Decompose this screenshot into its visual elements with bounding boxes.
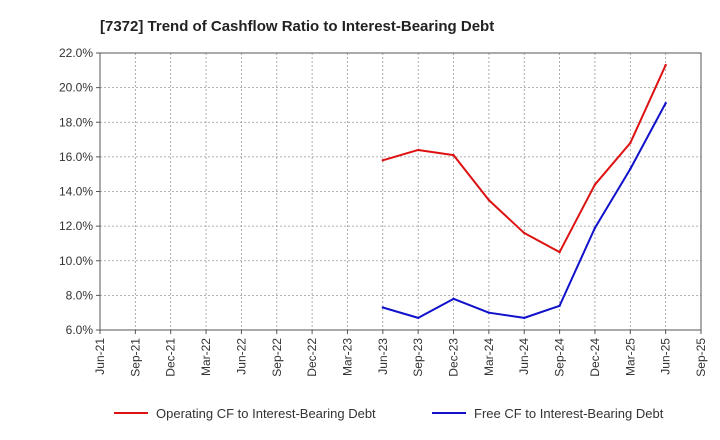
data-point [523, 231, 526, 235]
series-lines [381, 63, 667, 320]
x-tick-label: Mar-22 [199, 338, 213, 376]
x-tick-label: Sep-25 [694, 338, 708, 377]
y-axis-ticks: 6.0% 8.0% 10.0% 12.0% 14.0% 16.0% 18.0% 20.0% 22… [59, 46, 100, 337]
x-tick-label: Jun-21 [93, 338, 107, 375]
x-tick-label: Dec-21 [164, 338, 178, 377]
y-tick-label: 14.0% [59, 185, 93, 199]
data-point [381, 306, 385, 309]
data-point [452, 297, 455, 301]
y-tick-label: 16.0% [59, 150, 93, 164]
data-point [487, 311, 491, 314]
gridlines [100, 53, 701, 330]
y-tick-label: 12.0% [59, 219, 93, 233]
x-tick-label: Sep-22 [270, 338, 284, 377]
y-tick-label: 22.0% [59, 46, 93, 60]
y-tick-label: 20.0% [59, 81, 93, 95]
x-tick-label: Jun-25 [659, 338, 673, 375]
data-point [558, 304, 561, 307]
data-point [381, 159, 385, 162]
chart-title: [7372] Trend of Cashflow Ratio to Intere… [100, 18, 494, 35]
x-tick-label: Sep-24 [553, 338, 567, 377]
data-point [416, 316, 420, 320]
y-tick-label: 10.0% [59, 254, 93, 268]
data-point [523, 316, 526, 320]
x-axis-ticks: Jun-21 Sep-21 Dec-21 Mar-22 Jun-22 Sep-22 Dec-… [93, 330, 708, 377]
x-tick-label: Jun-22 [234, 338, 248, 375]
x-tick-label: Dec-23 [447, 338, 461, 377]
data-point [593, 183, 597, 186]
x-tick-label: Jun-23 [376, 338, 390, 375]
data-point [452, 153, 455, 157]
y-tick-label: 8.0% [66, 288, 94, 302]
x-tick-label: Sep-23 [411, 338, 425, 377]
legend: Operating CF to Interest-Bearing Debt Fr… [114, 406, 664, 421]
data-point [629, 167, 632, 171]
y-tick-label: 6.0% [66, 323, 94, 337]
x-tick-label: Dec-22 [305, 338, 319, 377]
data-point [664, 102, 667, 105]
data-point [558, 250, 561, 254]
legend-label-free-cf: Free CF to Interest-Bearing Debt [474, 406, 664, 421]
data-point [487, 198, 491, 202]
data-point [416, 148, 420, 152]
x-tick-label: Sep-21 [128, 338, 142, 377]
x-tick-label: Dec-24 [588, 338, 602, 377]
data-point [664, 63, 667, 67]
data-point [593, 226, 597, 230]
x-tick-label: Mar-25 [623, 338, 637, 376]
legend-label-operating-cf: Operating CF to Interest-Bearing Debt [156, 406, 376, 421]
y-tick-label: 18.0% [59, 115, 93, 129]
x-tick-label: Mar-24 [482, 338, 496, 376]
data-point [629, 141, 632, 145]
x-tick-label: Mar-23 [340, 338, 354, 376]
x-tick-label: Jun-24 [517, 338, 531, 375]
